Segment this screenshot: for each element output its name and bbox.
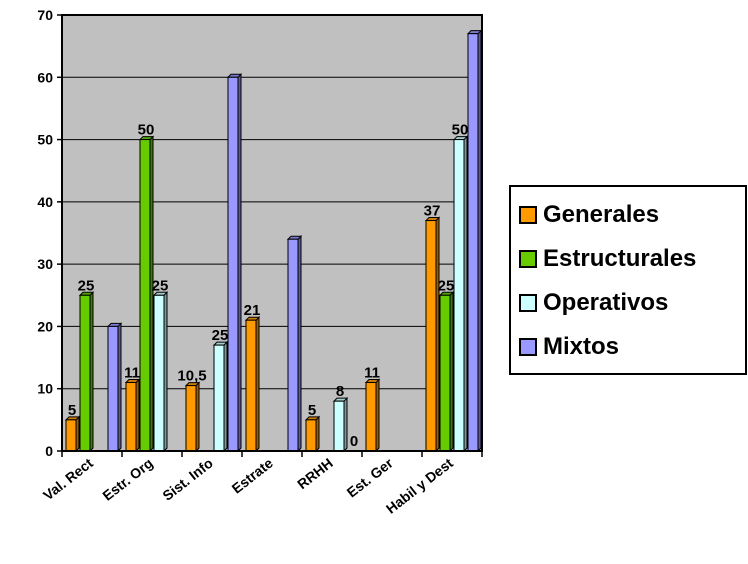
legend-item-estructurales: Estructurales [519,245,696,273]
bar [453,139,465,452]
x-axis: Val. Rect Estr. Org Sist. Info Estrate RRHH E… [40,451,483,517]
legend-label: Mixtos [543,333,620,360]
data-label: 25 [152,277,169,294]
x-tick-label: Est. Ger [344,454,397,500]
legend-swatch [519,338,537,356]
data-label: 50 [138,122,155,139]
y-tick-label: 10 [37,381,53,397]
data-label: 37 [424,203,441,220]
legend-label: Estructurales [543,245,697,272]
bar [153,294,165,452]
bars [64,29,483,453]
x-tick-label: Estr. Org [99,455,155,504]
y-tick-label: 70 [37,7,53,23]
y-tick-label: 40 [37,194,53,210]
bar [125,381,137,452]
x-tick-label: Estrate [229,455,276,497]
bar [365,381,377,452]
data-labels: 5 25 11 50 25 10,5 25 21 5 8 0 11 37 25 50 [68,122,469,450]
bar [245,319,257,452]
legend-label: Generales [543,201,660,228]
data-label: 10,5 [177,368,206,385]
data-label: 0 [350,433,358,450]
data-label: 5 [308,402,316,419]
x-tick-label: Sist. Info [159,455,215,504]
legend: Generales Estructurales Operativos Mixto… [509,185,747,375]
data-label: 11 [124,364,140,381]
bar [227,76,239,452]
legend-item-mixtos: Mixtos [519,333,619,361]
bar [333,400,345,452]
bar [107,325,119,452]
legend-label: Operativos [543,289,669,316]
data-label: 8 [336,383,344,400]
bar [287,238,299,452]
legend-swatch [519,206,537,224]
y-tick-label: 30 [37,256,53,272]
plot-area [61,14,483,452]
data-label: 5 [68,402,76,419]
data-label: 25 [78,277,95,294]
bar [79,294,91,452]
legend-swatch [519,250,537,268]
bar [467,33,479,452]
y-tick-label: 50 [37,132,53,148]
bar [185,385,197,452]
bar [139,139,151,452]
x-tick-label: Habil y Dest [383,455,456,517]
data-label: 25 [212,327,229,344]
bar [65,419,77,452]
y-tick-label: 60 [37,69,53,85]
data-label: 25 [438,277,455,294]
data-label: 50 [452,122,469,139]
data-label: 21 [244,302,261,319]
legend-swatch [519,294,537,312]
bar [439,294,451,452]
y-tick-label: 20 [37,318,53,334]
bar [425,220,437,452]
y-axis: 0 10 20 30 40 50 60 70 [37,7,62,459]
legend-item-operativos: Operativos [519,289,668,317]
x-tick-label: Val. Rect [40,455,96,504]
x-tick-label: RRHH [294,455,336,493]
y-tick-label: 0 [45,443,53,459]
legend-item-generales: Generales [519,201,659,229]
data-label: 11 [364,364,380,381]
bar [213,344,225,452]
bar [305,419,317,452]
